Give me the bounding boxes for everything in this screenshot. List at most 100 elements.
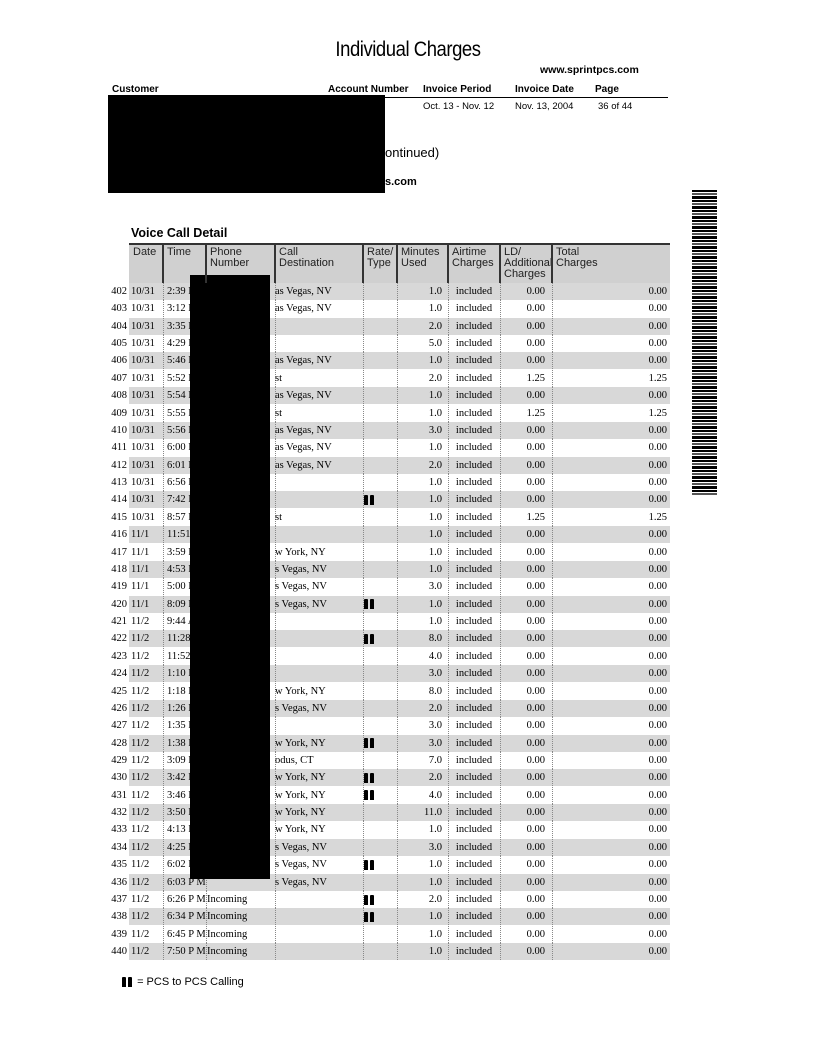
row-number: 424 [111, 668, 127, 680]
cell-divider [500, 283, 501, 300]
cell-divider [163, 560, 164, 578]
total-charges: 0.00 [648, 893, 667, 905]
cell-divider [397, 560, 398, 578]
row-number: 416 [111, 529, 127, 541]
header-divider [108, 97, 668, 98]
cell-divider [448, 491, 449, 509]
page-number: 36 of 44 [598, 101, 633, 112]
cell-divider [397, 283, 398, 300]
cell-divider [500, 543, 501, 561]
row-number: 423 [111, 650, 127, 662]
cell-divider [363, 908, 364, 926]
row-number: 415 [111, 511, 127, 523]
date: 10/31 [131, 442, 155, 454]
cell-divider [500, 387, 501, 405]
total-charges: 0.00 [648, 859, 667, 871]
cell-divider [163, 526, 164, 544]
cell-divider [397, 595, 398, 613]
cell-divider [552, 647, 553, 665]
cell-divider [163, 456, 164, 474]
cell-divider [275, 821, 276, 839]
minutes-used: 1.0 [428, 477, 442, 489]
cell-divider [397, 647, 398, 665]
total-charges: 0.00 [648, 911, 667, 923]
cell-divider [163, 439, 164, 457]
cell-divider [552, 682, 553, 700]
ld-charges: 0.00 [526, 911, 545, 923]
minutes-used: 1.0 [428, 286, 442, 297]
cell-divider [500, 508, 501, 526]
page-label: Page [595, 84, 619, 95]
date: 11/2 [131, 616, 150, 628]
time: 7:42 P M [167, 494, 206, 506]
ld-charges: 0.00 [526, 581, 545, 593]
account-number-label: Account Number [328, 84, 409, 95]
cell-divider [163, 943, 164, 961]
ld-charges: 0.00 [526, 789, 545, 801]
minutes-used: 1.0 [428, 876, 442, 888]
cell-divider [363, 369, 364, 387]
cell-divider [275, 404, 276, 422]
cell-divider [363, 647, 364, 665]
total-charges: 0.00 [648, 303, 667, 315]
row-number: 417 [111, 546, 127, 558]
ld-charges: 0.00 [526, 824, 545, 836]
cell-divider [397, 387, 398, 405]
airtime-charges: included [455, 407, 493, 419]
cell-divider [275, 804, 276, 822]
cell-divider [500, 456, 501, 474]
date: 11/2 [131, 702, 150, 714]
cell-divider [552, 856, 553, 874]
table-row: 10/31 6:56 P M 1.0 included 0.00 0.00 [129, 474, 670, 492]
cell-divider [275, 717, 276, 735]
cell-divider [448, 421, 449, 439]
ld-charges: 0.00 [526, 928, 545, 940]
cell-divider [275, 699, 276, 717]
cell-divider [363, 283, 364, 300]
ld-charges: 1.25 [526, 511, 545, 523]
ld-charges: 0.00 [526, 477, 545, 489]
cell-divider [163, 734, 164, 752]
time: 11:28 A M [167, 633, 212, 645]
redaction-box [108, 95, 385, 193]
cell-divider [275, 630, 276, 648]
cell-divider [275, 387, 276, 405]
cell-divider [500, 890, 501, 908]
column-divider [447, 243, 449, 283]
cell-divider [275, 925, 276, 943]
cell-divider [552, 873, 553, 891]
call-destination: w York, NY [275, 824, 326, 836]
cell-divider [275, 474, 276, 492]
airtime-charges: included [455, 841, 493, 853]
cell-divider [363, 925, 364, 943]
cell-divider [552, 613, 553, 631]
airtime-charges: included [455, 633, 493, 645]
cell-divider [500, 682, 501, 700]
total-charges: 0.00 [648, 807, 667, 819]
ld-charges: 0.00 [526, 529, 545, 541]
cell-divider [500, 491, 501, 509]
cell-divider [552, 925, 553, 943]
cell-divider [163, 630, 164, 648]
row-number: 404 [111, 320, 127, 332]
cell-divider [500, 526, 501, 544]
time: 5:55 P M [167, 407, 206, 419]
cell-divider [206, 890, 207, 908]
time: 9:44 A M [167, 616, 207, 628]
date: 11/2 [131, 928, 150, 940]
time: 6:00 P M [167, 442, 206, 454]
minutes-used: 1.0 [428, 355, 442, 367]
cell-divider [397, 508, 398, 526]
pcs-to-pcs-icon [364, 596, 376, 613]
cell-divider [397, 856, 398, 874]
time: 7:50 P M [167, 946, 206, 958]
cell-divider [397, 838, 398, 856]
date: 10/31 [131, 477, 155, 489]
airtime-charges: included [455, 286, 493, 297]
call-destination: w York, NY [275, 737, 326, 749]
airtime-charges: included [455, 529, 493, 541]
date: 11/1 [131, 563, 150, 575]
airtime-charges: included [455, 928, 493, 940]
cell-divider [275, 421, 276, 439]
